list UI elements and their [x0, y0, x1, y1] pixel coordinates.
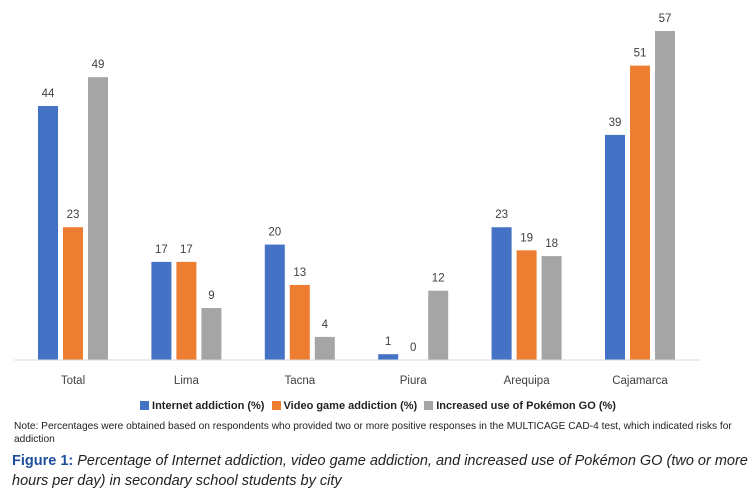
bar-arequipa-series-2 [516, 250, 537, 360]
bar-chart: 44 23 49 17 17 9 20 13 4 1 0 12 23 19 18 39 51 57 Total Li… [14, 13, 700, 387]
legend-label-pokemon-go: Increased use of Pokémon GO (%) [436, 400, 616, 412]
bar-piura-series-3 [428, 290, 449, 360]
x-tick-label-cajamarca: Cajamarca [612, 375, 668, 387]
figure-caption-label: Figure 1: [12, 453, 74, 469]
data-labels-layer: 44 23 49 17 17 9 20 13 4 1 0 12 23 19 18 39 51 57 [42, 13, 672, 354]
bar-lima-series-2 [176, 261, 197, 360]
bar-tacna-series-3 [314, 336, 335, 360]
data-label-piura-series-1: 1 [385, 336, 391, 348]
bar-piura-series-1 [378, 354, 399, 360]
legend-swatch-pokemon-go [424, 401, 434, 410]
figure-caption-text: Percentage of Internet addiction, video … [12, 453, 748, 489]
bars-layer [38, 31, 675, 360]
data-label-arequipa-series-2: 19 [520, 232, 533, 244]
x-tick-labels-layer: Total Lima Tacna Piura Arequipa Cajamarca [61, 375, 669, 387]
data-label-cajamarca-series-2: 51 [634, 48, 647, 60]
data-label-cajamarca-series-3: 57 [659, 13, 672, 25]
bar-arequipa-series-3 [541, 256, 562, 360]
data-label-total-series-2: 23 [67, 209, 80, 221]
data-label-lima-series-3: 9 [208, 290, 214, 302]
legend-swatch-internet [140, 401, 150, 410]
bar-total-series-2 [63, 227, 83, 360]
x-tick-label-tacna: Tacna [284, 375, 315, 387]
bar-cajamarca-series-2 [630, 65, 650, 360]
legend-item-pokemon-go: Increased use of Pokémon GO (%) [424, 400, 616, 412]
bar-lima-series-3 [201, 308, 222, 360]
bar-tacna-series-2 [289, 284, 310, 360]
bar-cajamarca-series-3 [655, 31, 675, 360]
data-label-tacna-series-2: 13 [293, 267, 306, 279]
legend-label-video-game: Video game addiction (%) [283, 400, 418, 412]
x-tick-label-piura: Piura [400, 375, 427, 387]
bar-cajamarca-series-1 [605, 134, 625, 360]
data-label-tacna-series-1: 20 [268, 227, 281, 239]
data-label-arequipa-series-3: 18 [545, 238, 558, 250]
legend-item-internet: Internet addiction (%) [140, 400, 264, 412]
legend-item-video-game: Video game addiction (%) [271, 400, 418, 412]
bar-total-series-1 [38, 106, 58, 360]
data-label-cajamarca-series-1: 39 [609, 117, 622, 129]
data-label-lima-series-1: 17 [155, 244, 168, 256]
legend-label-internet: Internet addiction (%) [152, 400, 265, 412]
data-label-piura-series-3: 12 [432, 273, 445, 285]
x-tick-label-total: Total [61, 375, 85, 387]
data-label-tacna-series-3: 4 [322, 319, 329, 331]
bar-total-series-3 [88, 77, 108, 360]
data-label-arequipa-series-1: 23 [495, 209, 508, 221]
chart-note: Note: Percentages were obtained based on… [14, 421, 732, 445]
x-tick-label-lima: Lima [174, 375, 200, 387]
figure-caption: Figure 1: Percentage of Internet addicti… [12, 451, 752, 491]
legend: Internet addiction (%) Video game addict… [0, 400, 756, 412]
bar-lima-series-1 [151, 261, 172, 360]
bar-arequipa-series-1 [491, 227, 512, 360]
data-label-total-series-3: 49 [92, 59, 105, 71]
bar-tacna-series-1 [264, 244, 285, 360]
legend-swatch-video-game [271, 401, 281, 410]
data-label-lima-series-2: 17 [180, 244, 193, 256]
data-label-total-series-1: 44 [42, 88, 55, 100]
x-tick-label-arequipa: Arequipa [504, 375, 551, 387]
data-label-piura-series-2: 0 [410, 342, 416, 354]
